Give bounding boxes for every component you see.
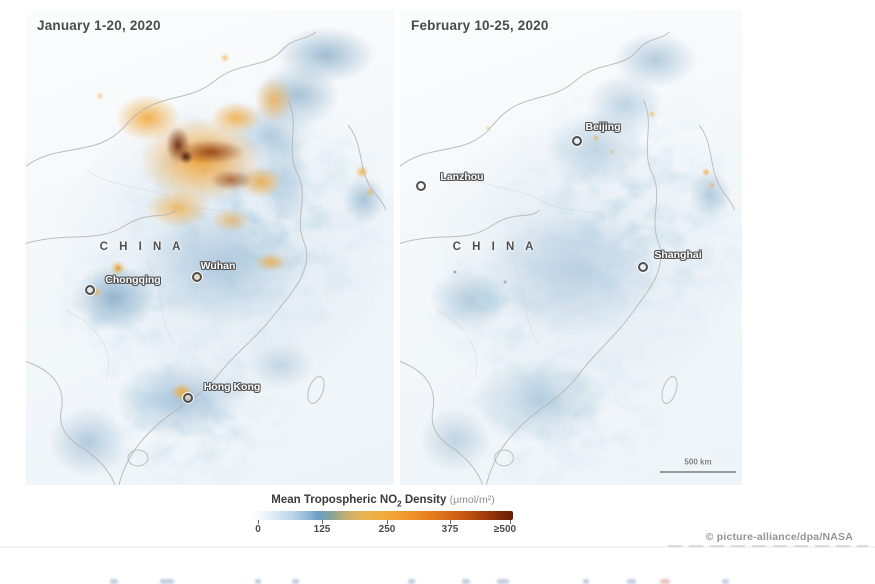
attribution-credit: © picture-alliance/dpa/NASA [705,531,853,543]
legend-title: Mean Tropospheric NO2 Density (μmol/m²) [271,494,494,508]
coastline-borders-graphic [26,31,387,485]
city-label-chongqing: Chongqing [105,274,161,286]
colorbar-tick-125 [322,520,323,524]
country-label-china-right: C H I N A [452,241,538,253]
coastline-borders-graphic [400,31,735,485]
colorbar-tick-250 [387,520,388,524]
legend-title-suffix: Density [401,494,447,506]
city-label-wuhan: Wuhan [200,260,236,272]
city-marker-lanzhou [416,181,426,191]
panel-title-january: January 1-20, 2020 [37,18,161,33]
panel-title-february: February 10-25, 2020 [411,18,549,33]
map-panel-february: February 10-25, 2020 C H I N A Lanzhou B… [400,10,742,485]
scale-bar-label: 500 km [684,457,712,467]
no2-orange-hotspot-layer [400,10,742,485]
colorbar-label-0: 0 [255,524,261,535]
cutoff-text-ghost [660,579,670,584]
cutoff-text-ghost [110,579,118,584]
colorbar-label-375: 375 [441,524,459,535]
colorbar-label-500: ≥500 [493,524,517,535]
map-panel-january: January 1-20, 2020 C H I N A Chongqing W… [26,10,394,485]
colorbar-label-125: 125 [313,524,331,535]
cutoff-text-ghost [462,579,470,584]
colorbar-tick-375 [450,520,451,524]
colorbar-tick-500 [510,520,511,524]
cutoff-text-ghost [160,579,174,584]
legend-title-subscript: 2 [397,499,402,509]
colorbar-tick-0 [258,520,259,524]
country-label-china-left: C H I N A [99,241,185,253]
cutoff-text-ghost [627,579,636,584]
city-marker-shanghai [638,262,648,272]
legend-title-text: Mean Tropospheric NO [271,494,398,506]
city-label-lanzhou: Lanzhou [440,171,484,183]
cutoff-text-ghost [292,579,299,584]
colorbar-legend: Mean Tropospheric NO2 Density (μmol/m²) … [253,494,517,542]
colorbar-gradient [253,511,513,520]
scale-bar [660,471,736,473]
city-marker-chongqing [85,285,95,295]
no2-orange-hotspot-layer [26,10,394,485]
city-label-hong-kong: Hong Kong [203,381,261,393]
compression-artifact-line [0,546,875,548]
city-label-shanghai: Shanghai [654,249,702,261]
cutoff-text-ghost [722,579,729,584]
compression-artifact-dashes [668,545,868,547]
cutoff-text-ghost [583,579,589,584]
cutoff-text-ghost [255,579,261,584]
city-marker-beijing [572,136,582,146]
cutoff-text-ghost [408,579,415,584]
city-marker-wuhan [192,272,202,282]
city-label-beijing: Beijing [585,121,621,133]
city-marker-hong-kong [183,393,193,403]
cutoff-text-ghost [497,579,509,584]
legend-unit: (μmol/m²) [449,494,495,506]
colorbar-label-250: 250 [378,524,396,535]
